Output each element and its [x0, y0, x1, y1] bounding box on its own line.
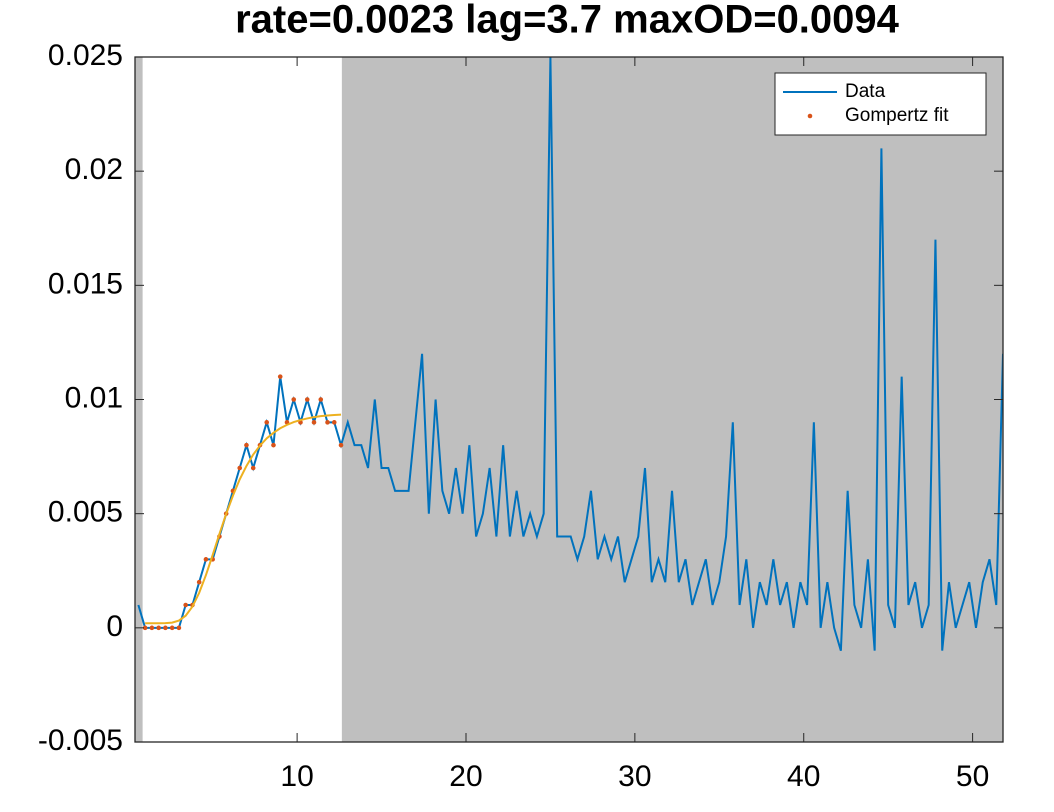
fit-point — [237, 465, 243, 471]
y-tick-label: -0.005 — [38, 724, 123, 757]
fit-point — [338, 442, 344, 448]
x-tick-label: 30 — [618, 760, 651, 793]
fit-point — [271, 442, 276, 448]
fit-point — [156, 625, 161, 631]
legend-label: Gompertz fit — [845, 105, 949, 126]
fit-point — [331, 420, 337, 425]
x-tick-label: 50 — [956, 760, 989, 793]
legend-label: Data — [845, 81, 886, 102]
fit-point — [304, 397, 310, 402]
fit-point — [311, 420, 317, 425]
fit-point — [176, 625, 182, 631]
legend-swatch — [807, 113, 813, 119]
fit-point — [318, 397, 324, 402]
series-line — [145, 413, 342, 625]
fit-point — [277, 374, 283, 379]
chart-title: rate=0.0023 lag=3.7 maxOD=0.0094 — [235, 0, 900, 42]
y-tick-label: 0.025 — [48, 39, 123, 72]
plot-marks — [137, 57, 1003, 651]
fit-point — [183, 602, 188, 608]
x-tick-label: 10 — [280, 760, 313, 793]
series-line — [137, 57, 1003, 651]
fit-point — [325, 420, 330, 425]
y-tick-label: 0.015 — [48, 267, 123, 300]
fit-point — [203, 557, 209, 562]
y-tick-label: 0 — [106, 610, 123, 643]
fit-point — [169, 625, 175, 631]
y-tick-label: 0.005 — [48, 496, 123, 529]
excluded-region — [341, 57, 1004, 742]
x-tick-label: 20 — [449, 760, 482, 793]
fit-point — [142, 625, 148, 631]
fit-point — [291, 397, 297, 402]
fit-point — [250, 465, 256, 471]
fit-point — [264, 420, 270, 425]
fit-point — [196, 579, 202, 585]
fit-point — [163, 625, 168, 631]
y-tick-label: 0.02 — [65, 153, 123, 186]
y-tick-label: 0.01 — [65, 381, 123, 414]
fit-point — [149, 625, 155, 631]
x-tick-label: 40 — [787, 760, 820, 793]
fit-point — [244, 442, 249, 448]
legend-box — [774, 72, 987, 136]
